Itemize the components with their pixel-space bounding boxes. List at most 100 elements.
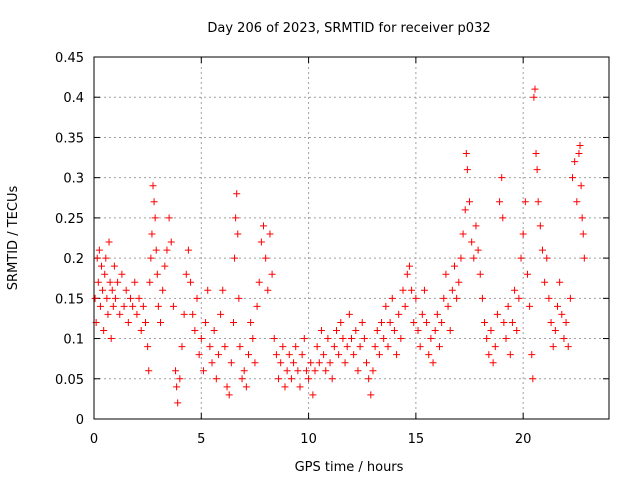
data-point — [212, 375, 220, 383]
data-point — [281, 383, 289, 391]
data-point — [435, 343, 443, 351]
data-point — [461, 206, 469, 214]
data-point — [506, 351, 514, 359]
data-point — [231, 254, 239, 262]
data-point — [150, 198, 158, 206]
data-point — [459, 230, 467, 238]
data-point — [322, 367, 330, 375]
data-point — [268, 270, 276, 278]
data-point — [457, 254, 465, 262]
x-tick-label: 5 — [197, 432, 205, 447]
data-point — [328, 375, 336, 383]
data-point — [496, 198, 504, 206]
data-point — [317, 327, 325, 335]
data-point — [105, 238, 113, 246]
data-point — [149, 182, 157, 190]
data-point — [180, 310, 188, 318]
data-point — [221, 343, 229, 351]
data-point — [423, 318, 431, 326]
data-point — [356, 343, 364, 351]
data-point — [217, 310, 225, 318]
data-point — [174, 399, 182, 407]
data-point — [208, 359, 216, 367]
data-point — [101, 270, 109, 278]
data-point — [493, 310, 501, 318]
data-point — [238, 375, 246, 383]
data-point — [114, 278, 122, 286]
data-point — [416, 343, 424, 351]
data-point — [528, 351, 536, 359]
data-point — [176, 375, 184, 383]
data-point — [408, 286, 416, 294]
data-point — [365, 375, 373, 383]
data-point — [247, 318, 255, 326]
data-point — [485, 351, 493, 359]
data-point — [324, 335, 332, 343]
data-point — [530, 93, 538, 101]
y-tick-label: 0.1 — [63, 333, 84, 348]
data-point — [513, 327, 521, 335]
data-point — [260, 222, 268, 230]
data-point — [142, 318, 149, 326]
data-point — [296, 383, 304, 391]
data-point — [227, 359, 235, 367]
data-point — [576, 141, 584, 149]
data-point — [463, 166, 471, 174]
data-point — [204, 286, 212, 294]
data-point — [498, 174, 506, 182]
data-point — [397, 335, 405, 343]
x-tick-label: 20 — [515, 432, 532, 447]
data-point — [386, 318, 394, 326]
x-tick-label: 0 — [90, 432, 98, 447]
data-point — [120, 302, 128, 310]
data-point — [474, 246, 482, 254]
data-point — [532, 150, 540, 158]
data-point — [352, 327, 360, 335]
data-point — [575, 150, 583, 158]
data-point — [106, 278, 114, 286]
data-point — [367, 391, 375, 399]
data-point — [453, 294, 461, 302]
data-point — [283, 367, 291, 375]
data-point — [285, 351, 293, 359]
data-point — [360, 335, 368, 343]
data-point — [191, 327, 199, 335]
data-point — [139, 302, 147, 310]
data-point — [305, 375, 313, 383]
data-point — [95, 246, 103, 254]
data-point — [564, 343, 572, 351]
data-point — [131, 278, 139, 286]
data-point — [255, 278, 263, 286]
data-point — [551, 327, 559, 335]
data-point — [108, 286, 116, 294]
data-point — [249, 335, 257, 343]
data-point — [541, 278, 549, 286]
x-tick-label: 10 — [300, 432, 317, 447]
data-point — [219, 286, 227, 294]
data-point — [499, 214, 507, 222]
data-point — [523, 270, 531, 278]
data-point — [98, 262, 106, 270]
data-point — [491, 343, 499, 351]
y-tick-label: 0 — [76, 413, 84, 428]
data-point — [403, 270, 411, 278]
data-point — [182, 270, 190, 278]
data-point — [94, 278, 102, 286]
data-point — [146, 278, 154, 286]
data-point — [487, 327, 495, 335]
data-point — [229, 318, 237, 326]
data-point — [300, 335, 308, 343]
data-point — [560, 335, 568, 343]
grid — [94, 57, 609, 419]
data-point — [145, 367, 153, 375]
data-point — [420, 286, 428, 294]
data-point — [137, 327, 145, 335]
data-point — [412, 294, 420, 302]
data-point — [103, 294, 111, 302]
data-point — [554, 302, 561, 310]
data-point — [538, 246, 546, 254]
data-point — [508, 318, 516, 326]
data-point — [233, 190, 241, 198]
data-point — [578, 214, 586, 222]
data-point — [232, 214, 240, 222]
